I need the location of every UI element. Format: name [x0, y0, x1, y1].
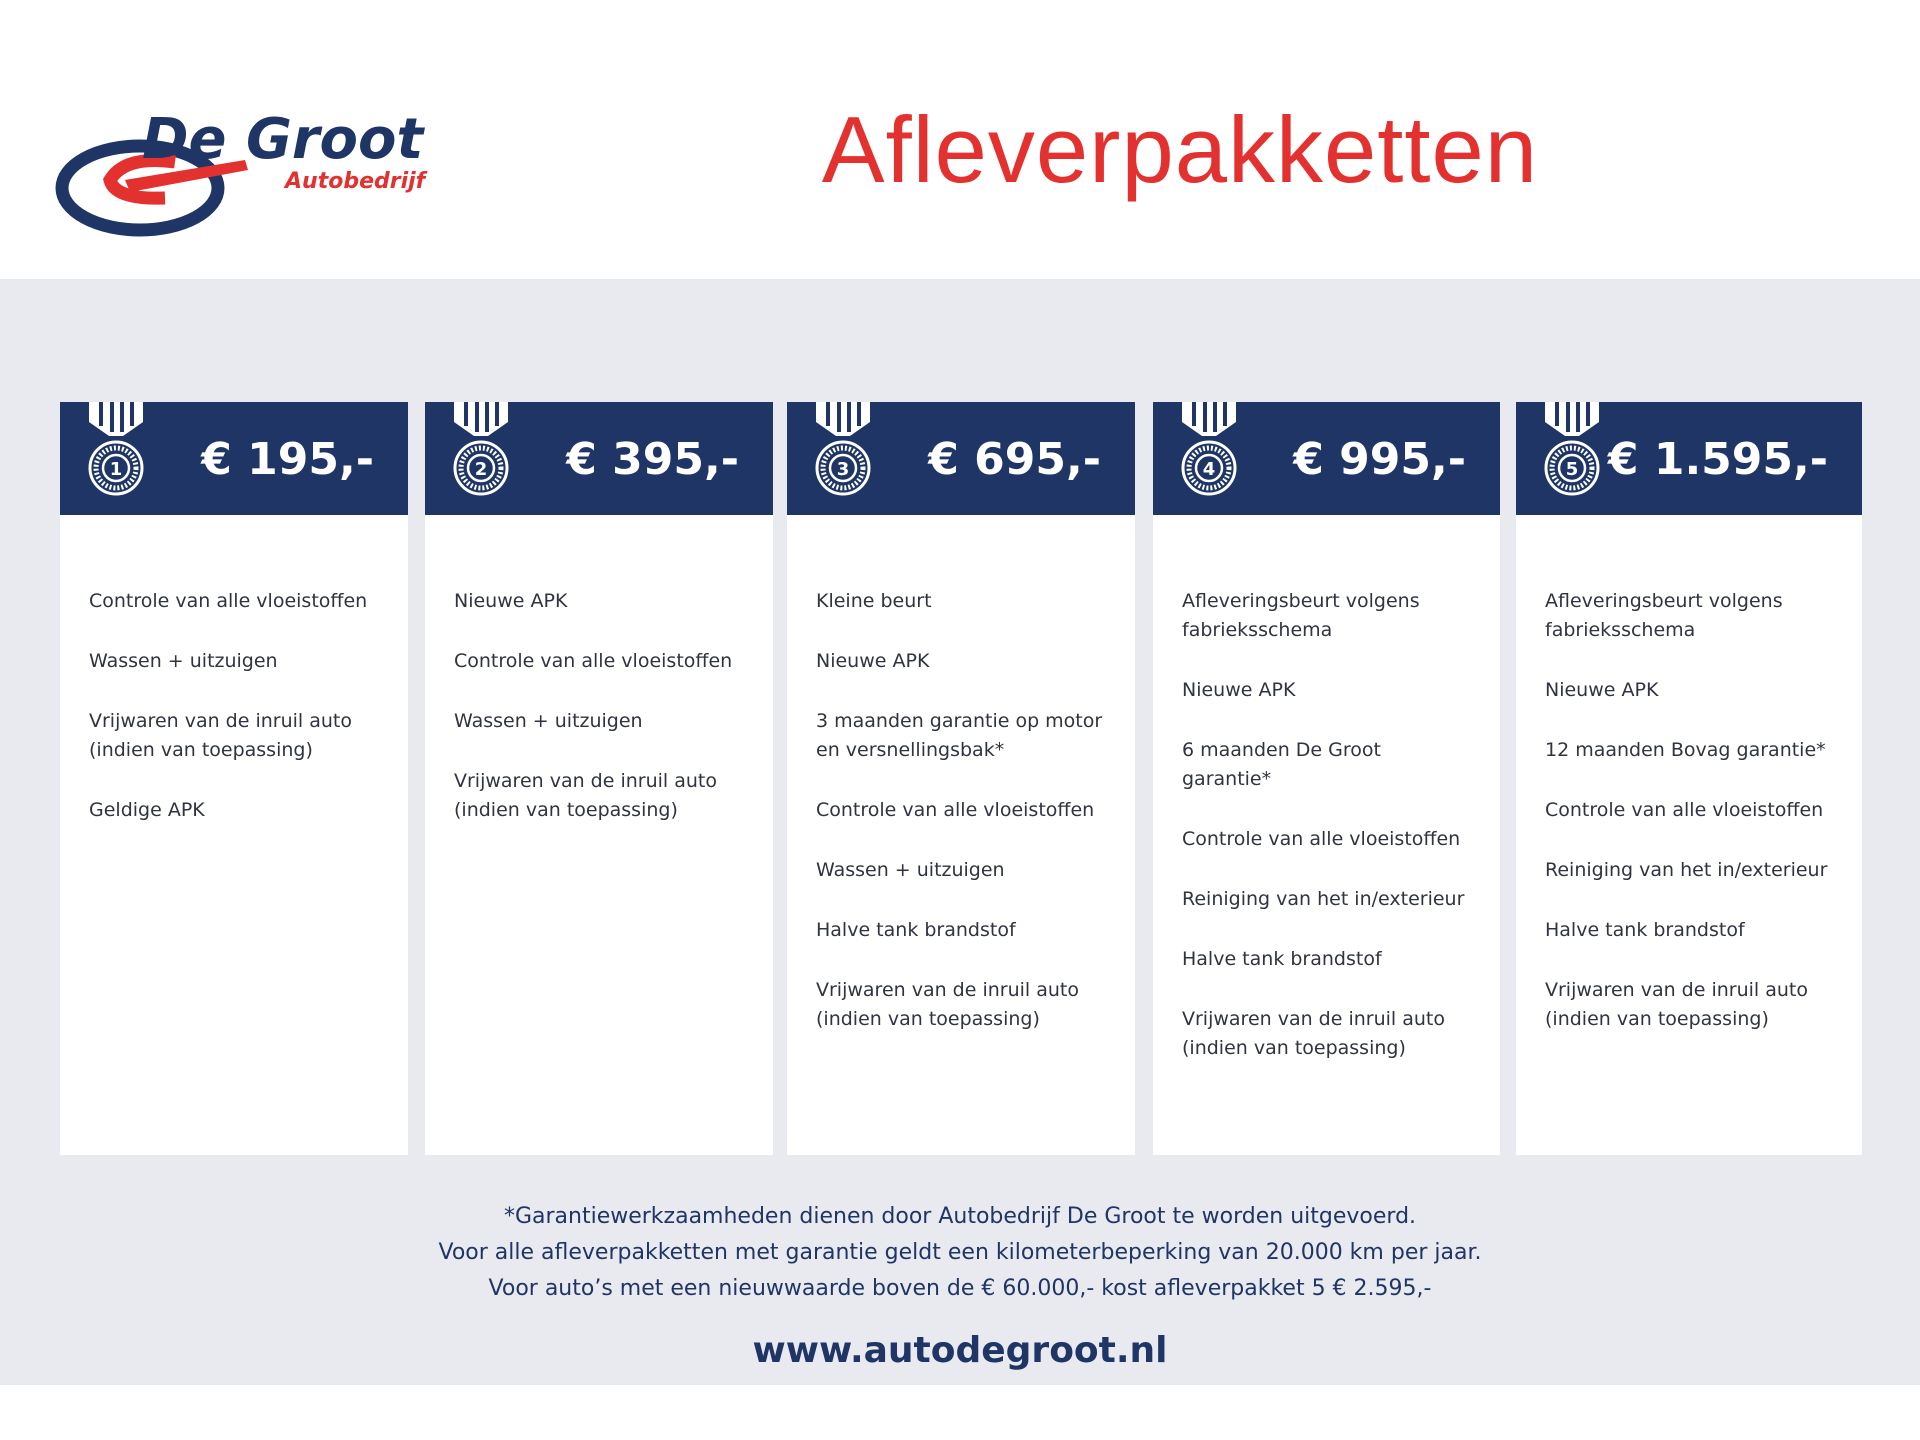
medal-icon: 4 [1181, 402, 1237, 496]
footnote-line: Voor auto’s met een nieuwwaarde boven de… [488, 1276, 1432, 1301]
package-header: 5 € 1.595,- [1516, 402, 1862, 515]
package-header: 3 € 695,- [787, 402, 1135, 515]
package-item: Halve tank brandstof [816, 919, 1016, 941]
medal-icon: 2 [453, 402, 509, 496]
medal-icon: 3 [815, 402, 871, 496]
package-item: 6 maanden De Groot garantie* [1182, 739, 1381, 790]
package-item: Vrijwaren van de inruil auto (indien van… [454, 770, 718, 821]
package-item: Nieuwe APK [1545, 679, 1659, 701]
package-item: Afleveringsbeurt volgens fabrieksschema [1545, 590, 1783, 641]
svg-text:De Groot: De Groot [142, 107, 425, 172]
package-price: € 695,- [928, 434, 1101, 485]
footnote-line: *Garantiewerkzaamheden dienen door Autob… [503, 1204, 1417, 1229]
package-item: Nieuwe APK [454, 590, 568, 612]
medal-icon: 5 [1544, 402, 1600, 496]
package-card: 4 € 995,- Afleveringsbeurt volgens fabri… [1153, 402, 1500, 1155]
package-price: € 395,- [566, 434, 739, 485]
package-items: Afleveringsbeurt volgens fabrieksschema N… [1516, 515, 1862, 1034]
package-item: Controle van alle vloeistoffen [1545, 799, 1824, 821]
footnote: *Garantiewerkzaamheden dienen door Autob… [0, 1199, 1920, 1307]
package-price: € 195,- [201, 434, 374, 485]
package-item: Controle van alle vloeistoffen [816, 799, 1095, 821]
package-item: Controle van alle vloeistoffen [454, 650, 733, 672]
package-items: Nieuwe APK Controle van alle vloeistoffen… [425, 515, 773, 825]
package-item: Nieuwe APK [816, 650, 930, 672]
package-item: Wassen + uitzuigen [816, 859, 1005, 881]
package-item: Wassen + uitzuigen [89, 650, 278, 672]
svg-text:2: 2 [475, 459, 488, 480]
package-item: Controle van alle vloeistoffen [89, 590, 368, 612]
package-card: 2 € 395,- Nieuwe APK Controle van alle vl… [425, 402, 773, 1155]
website-link[interactable]: www.autodegroot.nl [752, 1330, 1168, 1371]
package-item: Halve tank brandstof [1182, 948, 1382, 970]
package-header: 2 € 395,- [425, 402, 773, 515]
package-card: 1 € 195,- Controle van alle vloeistoffen… [60, 402, 408, 1155]
package-items: Kleine beurt Nieuwe APK 3 maanden garantie… [787, 515, 1135, 1034]
package-item: Vrijwaren van de inruil auto (indien van… [89, 710, 353, 761]
package-item: Halve tank brandstof [1545, 919, 1745, 941]
package-price: € 1.595,- [1607, 434, 1828, 485]
svg-text:5: 5 [1566, 459, 1579, 480]
de-groot-logo: De Groot Autobedrijf [55, 107, 428, 237]
package-item: Vrijwaren van de inruil auto (indien van… [816, 979, 1080, 1030]
package-item: Wassen + uitzuigen [454, 710, 643, 732]
package-price: € 995,- [1293, 434, 1466, 485]
footnote-line: Voor alle afleverpakketten met garantie … [438, 1240, 1482, 1265]
package-item: Geldige APK [89, 799, 205, 821]
svg-text:4: 4 [1203, 459, 1216, 480]
package-item: 3 maanden garantie op motor en versnelli… [816, 710, 1103, 761]
package-item: Vrijwaren van de inruil auto (indien van… [1545, 979, 1809, 1030]
package-item: Nieuwe APK [1182, 679, 1296, 701]
package-item: Controle van alle vloeistoffen [1182, 828, 1461, 850]
package-items: Controle van alle vloeistoffen Wassen + u… [60, 515, 408, 825]
package-header: 1 € 195,- [60, 402, 408, 515]
package-card: 3 € 695,- Kleine beurt Nieuwe APK 3 maande… [787, 402, 1135, 1155]
medal-icon: 1 [88, 402, 144, 496]
package-item: Kleine beurt [816, 590, 932, 612]
package-item: Reiniging van het in/exterieur [1182, 888, 1465, 910]
page-title: Afleverpakketten [821, 97, 1539, 202]
package-items: Afleveringsbeurt volgens fabrieksschema N… [1153, 515, 1500, 1063]
svg-text:1: 1 [110, 459, 123, 480]
svg-text:3: 3 [837, 459, 850, 480]
package-item: 12 maanden Bovag garantie* [1545, 739, 1826, 761]
package-header: 4 € 995,- [1153, 402, 1500, 515]
package-card: 5 € 1.595,- Afleveringsbeurt volgens fab… [1516, 402, 1862, 1155]
package-item: Vrijwaren van de inruil auto (indien van… [1182, 1008, 1446, 1059]
svg-text:Autobedrijf: Autobedrijf [283, 169, 428, 194]
package-item: Reiniging van het in/exterieur [1545, 859, 1828, 881]
package-item: Afleveringsbeurt volgens fabrieksschema [1182, 590, 1420, 641]
